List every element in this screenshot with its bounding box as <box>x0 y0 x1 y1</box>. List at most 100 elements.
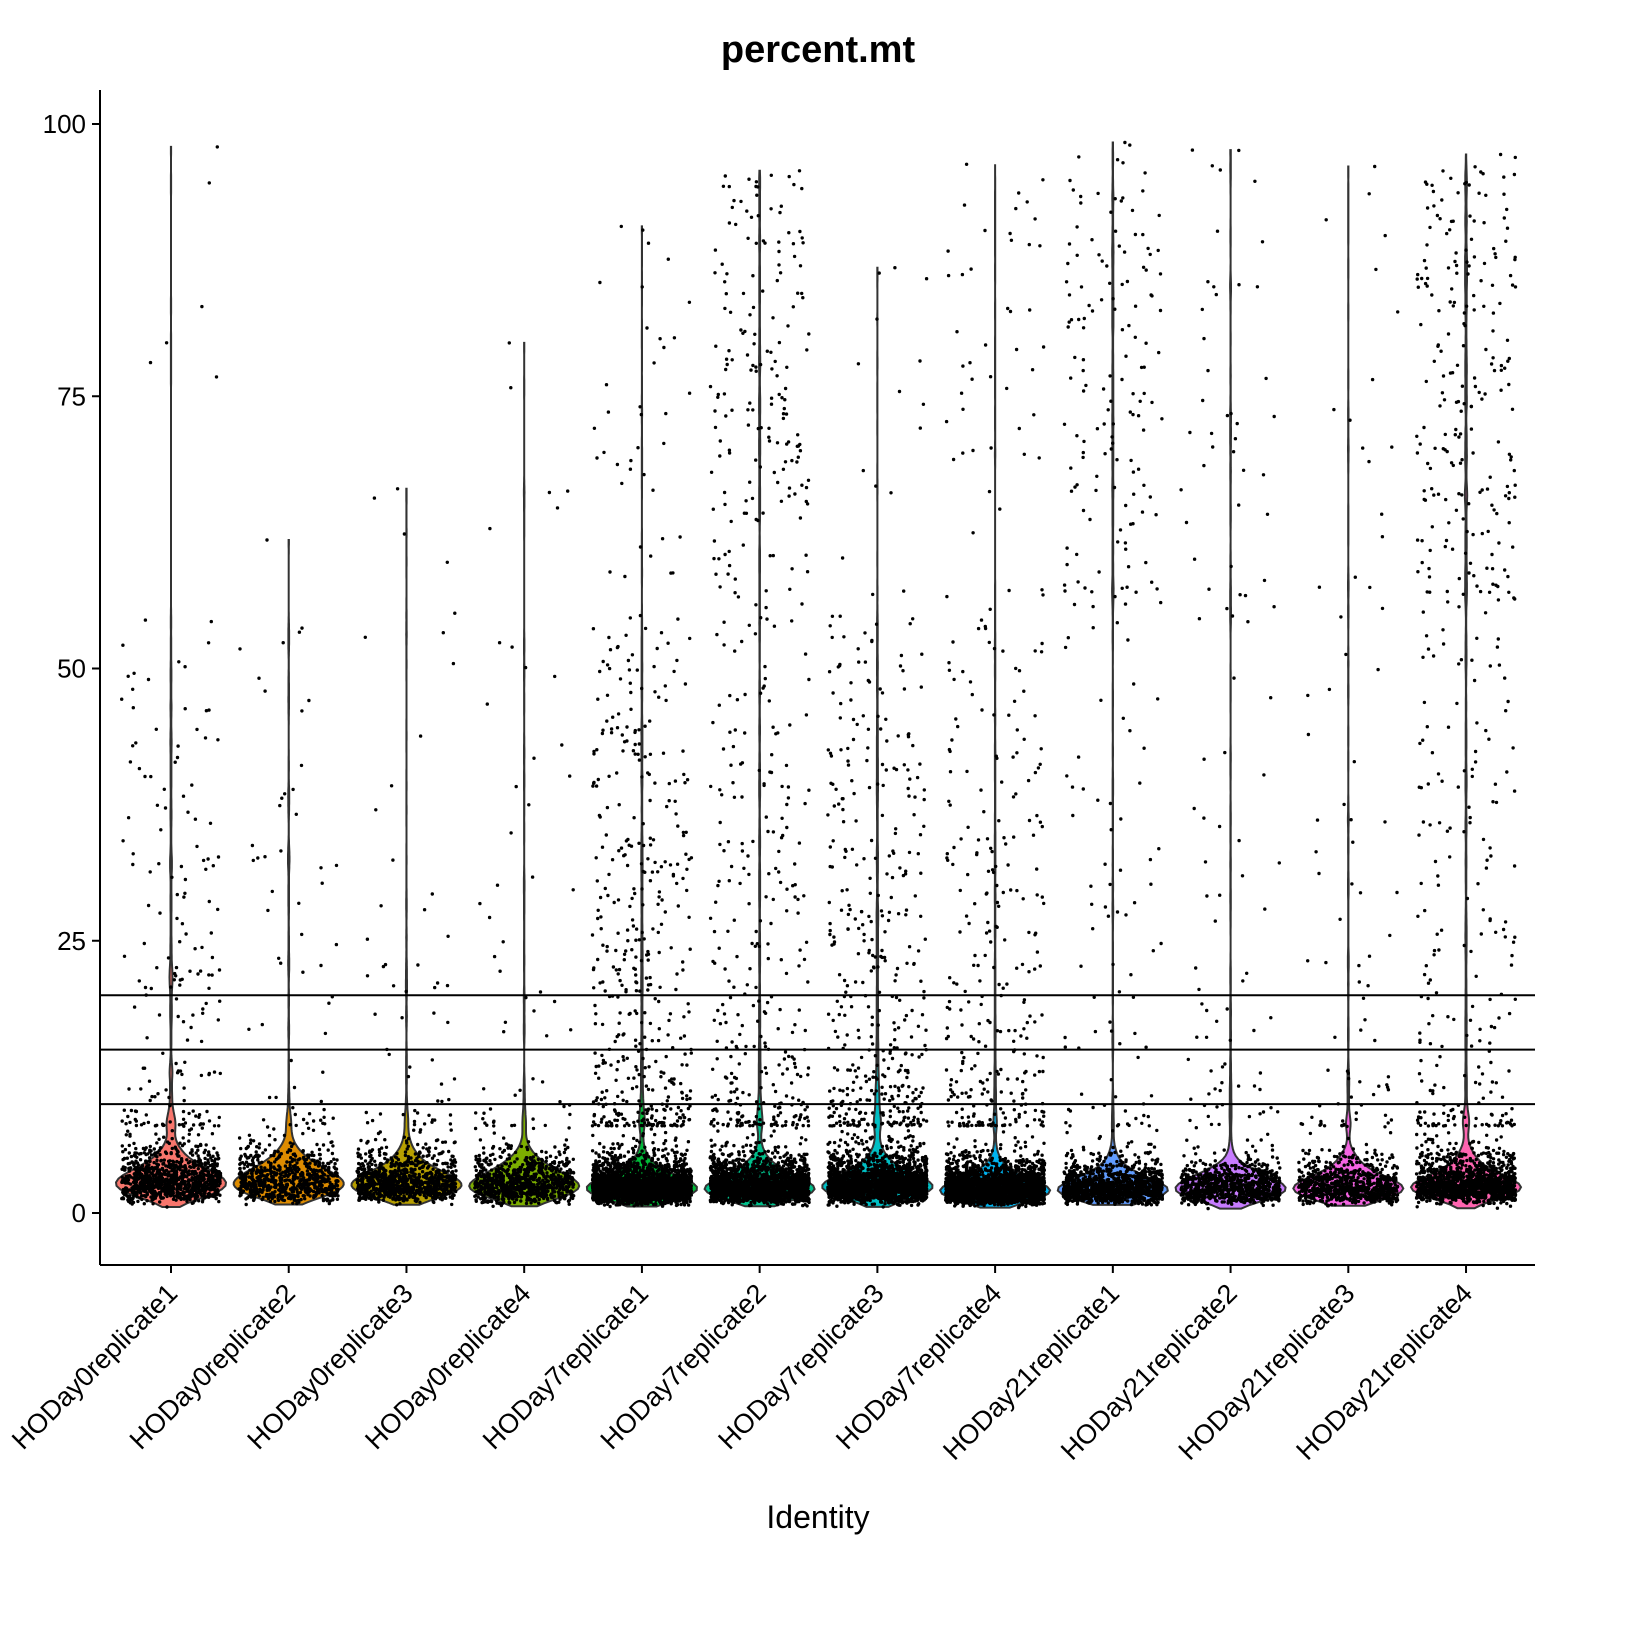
jitter-point <box>591 967 596 972</box>
jitter-point <box>261 1118 266 1122</box>
jitter-point <box>451 1192 455 1196</box>
jitter-point <box>512 1168 516 1172</box>
jitter-point <box>411 1181 415 1185</box>
jitter-point <box>133 1109 138 1113</box>
jitter-point <box>146 677 151 682</box>
jitter-point <box>203 1161 207 1165</box>
jitter-point <box>416 1142 420 1147</box>
jitter-point <box>251 1180 255 1184</box>
jitter-point <box>254 1150 258 1154</box>
jitter-point <box>630 1086 635 1091</box>
jitter-point <box>207 1195 211 1199</box>
jitter-point <box>570 1176 574 1180</box>
jitter-point <box>628 681 632 685</box>
jitter-point <box>686 1140 691 1144</box>
jitter-point <box>321 1164 325 1169</box>
jitter-point <box>178 1175 182 1180</box>
jitter-point <box>326 1148 330 1152</box>
jitter-point <box>190 1178 194 1182</box>
jitter-point <box>208 1163 213 1168</box>
jitter-point <box>127 1196 131 1200</box>
jitter-point <box>152 1160 156 1165</box>
jitter-point <box>492 1174 497 1178</box>
jitter-point <box>171 1167 175 1171</box>
jitter-point <box>183 665 187 669</box>
jitter-point <box>687 391 692 395</box>
jitter-point <box>421 1154 425 1158</box>
jitter-point <box>634 1065 638 1069</box>
jitter-point <box>500 1177 504 1181</box>
jitter-point <box>144 1113 148 1117</box>
jitter-point <box>383 1138 387 1142</box>
jitter-point <box>192 1165 196 1169</box>
jitter-point <box>290 1181 295 1185</box>
jitter-point <box>685 1097 689 1102</box>
jitter-point <box>183 707 187 711</box>
jitter-point <box>593 1022 598 1026</box>
jitter-point <box>165 1194 169 1199</box>
jitter-point <box>276 1196 280 1201</box>
jitter-point <box>498 969 502 973</box>
jitter-point <box>207 1182 211 1187</box>
jitter-point <box>247 1162 251 1167</box>
jitter-point <box>186 810 190 814</box>
jitter-point <box>301 1171 305 1176</box>
jitter-point <box>363 1159 368 1163</box>
jitter-point <box>278 1167 282 1172</box>
jitter-point <box>480 1170 484 1175</box>
jitter-point <box>335 1197 340 1202</box>
jitter-point <box>643 1145 647 1150</box>
jitter-point <box>609 727 614 731</box>
jitter-point <box>239 1186 243 1191</box>
jitter-point <box>492 1124 496 1128</box>
violin-HODay7replicate1 <box>585 225 698 1208</box>
jitter-point <box>596 957 600 962</box>
jitter-point <box>175 916 179 921</box>
jitter-point <box>260 1171 264 1175</box>
jitter-point <box>155 1150 160 1155</box>
jitter-point <box>246 1145 250 1149</box>
jitter-point <box>385 1184 389 1188</box>
jitter-point <box>650 1107 654 1111</box>
jitter-point <box>334 1170 338 1175</box>
jitter-point <box>133 1183 138 1187</box>
jitter-point <box>492 1131 496 1135</box>
jitter-point <box>432 1011 436 1015</box>
jitter-point <box>238 1167 242 1171</box>
jitter-point <box>154 1193 158 1198</box>
jitter-point <box>332 1157 336 1161</box>
jitter-point <box>168 1120 172 1124</box>
jitter-point <box>413 1108 417 1113</box>
jitter-point <box>305 1172 310 1177</box>
jitter-point <box>321 1070 325 1074</box>
jitter-point <box>496 1164 500 1168</box>
jitter-point <box>239 1161 243 1165</box>
jitter-point <box>294 1123 298 1128</box>
jitter-point <box>568 774 572 778</box>
jitter-point <box>320 1193 324 1198</box>
jitter-point <box>648 836 652 840</box>
jitter-point <box>433 985 437 990</box>
jitter-point <box>606 893 610 898</box>
jitter-point <box>164 1088 168 1092</box>
jitter-point <box>181 1020 186 1024</box>
jitter-point <box>553 1145 557 1149</box>
jitter-point <box>134 1175 138 1180</box>
jitter-point <box>675 881 679 886</box>
jitter-point <box>637 1072 641 1077</box>
jitter-point <box>637 841 641 845</box>
jitter-point <box>269 1171 273 1176</box>
jitter-point <box>142 1202 146 1206</box>
jitter-point <box>497 1173 501 1178</box>
jitter-point <box>629 707 633 711</box>
jitter-point <box>148 1182 152 1186</box>
jitter-point <box>369 1197 374 1202</box>
jitter-point <box>336 1189 340 1193</box>
jitter-point <box>400 1183 404 1187</box>
jitter-point <box>215 145 219 149</box>
jitter-point <box>567 1202 571 1206</box>
jitter-point <box>323 1173 327 1177</box>
jitter-point <box>552 999 557 1004</box>
jitter-point <box>452 1158 457 1162</box>
jitter-point <box>171 1184 175 1188</box>
